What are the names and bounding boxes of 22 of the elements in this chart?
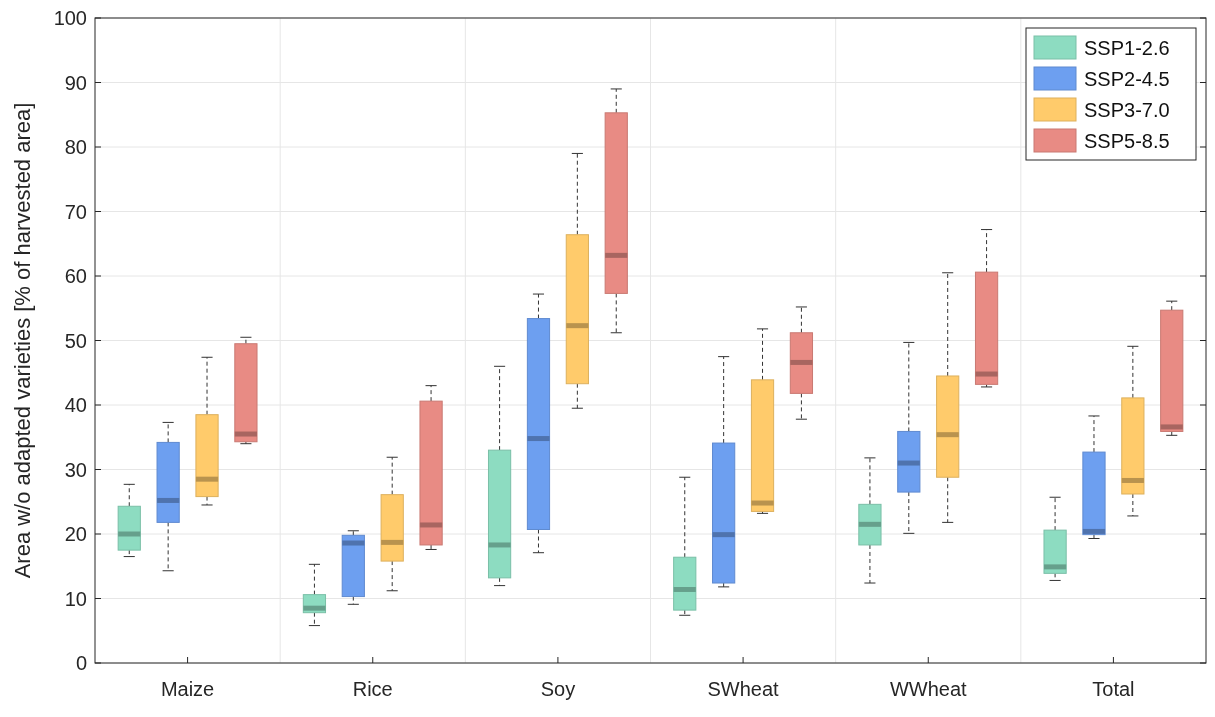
x-tick-label: Maize: [160, 678, 215, 700]
y-tick-label: 80: [64, 136, 87, 158]
y-tick-label: 30: [64, 458, 87, 481]
x-tick-label: Rice: [352, 678, 393, 700]
x-tick-label: WWheat: [889, 678, 968, 700]
y-tick-label: 70: [64, 200, 87, 223]
y-tick-label: 0: [75, 652, 87, 674]
x-tick-label: Total: [1092, 678, 1135, 700]
x-tick-label: Soy: [540, 678, 576, 700]
legend-label: SSP3-7.0: [1084, 99, 1170, 121]
legend-label: SSP1-2.6: [1084, 37, 1170, 59]
y-tick-label: 10: [64, 587, 87, 610]
y-tick-label: 100: [53, 7, 87, 29]
y-tick-label: 90: [64, 71, 87, 94]
legend-label: SSP5-8.5: [1084, 130, 1170, 152]
y-tick-label: 60: [64, 265, 87, 287]
y-tick-label: 40: [64, 394, 87, 416]
y-axis-title: Area w/o adapted varieties [% of harvested area]: [10, 102, 35, 579]
x-tick-label: SWheat: [707, 678, 780, 700]
y-tick-label: 50: [64, 329, 87, 352]
y-tick-label: 20: [64, 523, 87, 545]
legend-label: SSP2-4.5: [1084, 68, 1170, 90]
